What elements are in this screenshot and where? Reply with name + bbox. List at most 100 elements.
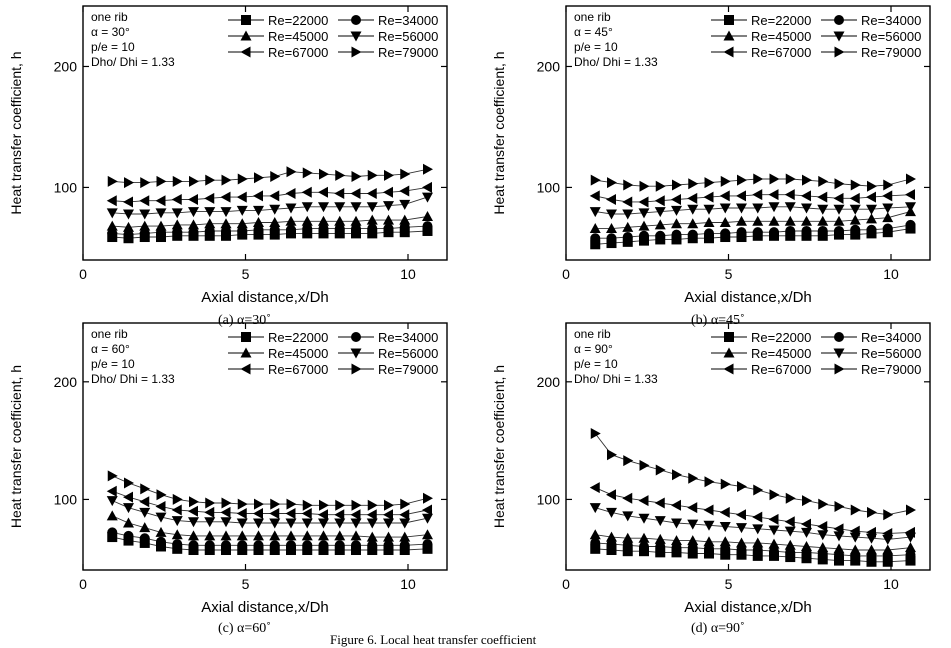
data-point [784,526,796,537]
data-point [834,500,845,512]
data-point [107,228,118,239]
data-point [703,191,714,203]
x-axis-label: Axial distance,x/Dh [684,289,812,306]
data-point [719,506,730,518]
data-point [736,523,747,534]
data-point [623,455,634,467]
data-point [833,531,845,542]
data-point [606,545,617,556]
data-point [882,212,894,223]
annotation-line: p/e = 10 [574,40,618,54]
data-point [607,177,617,189]
data-point [622,209,634,220]
data-point [671,518,682,529]
data-point [301,215,313,226]
data-point [236,218,248,229]
data-point [107,527,118,538]
data-point [866,204,877,215]
data-point [866,224,877,235]
data-point [351,171,362,183]
data-point [671,229,682,240]
data-point [607,449,617,461]
data-point [882,528,893,540]
x-tick-label: 5 [725,266,733,282]
legend-marker [351,15,361,25]
data-point [752,545,763,556]
legend-label: Re=79000 [378,362,438,377]
data-point [622,196,633,208]
data-point [269,508,280,520]
data-point [849,525,860,537]
data-point [687,542,698,553]
data-point [589,503,601,514]
data-point [752,215,764,226]
data-point [638,220,650,231]
data-point [753,173,764,185]
data-point [285,518,297,529]
data-point [383,518,394,529]
data-point [188,207,199,218]
data-point [422,181,432,193]
data-point [784,202,796,213]
data-point [423,163,433,175]
data-point [366,518,378,529]
data-point [319,499,329,511]
data-point [205,174,216,186]
legend-marker [834,363,845,375]
data-point [253,518,264,529]
annotation-line: one rib [91,10,128,24]
data-point [801,190,811,202]
data-point [220,218,232,229]
data-point [606,194,616,206]
legend-marker [240,30,252,41]
data-point [905,555,916,566]
data-point [383,201,394,212]
data-point [752,189,763,201]
legend-marker [351,332,361,342]
data-point [400,168,411,180]
data-point [384,169,394,181]
data-point [703,520,715,531]
data-point [139,195,150,207]
data-point [785,547,796,558]
data-point [850,224,861,235]
data-point [704,543,714,554]
data-point [188,517,199,528]
data-point [188,540,199,551]
data-point [399,185,410,197]
data-point [422,529,433,540]
data-point [736,545,747,556]
data-point [688,472,699,484]
data-point [768,538,780,549]
data-point [784,215,796,226]
data-point [318,215,329,226]
data-point [736,227,747,238]
data-point [590,428,601,440]
data-point [422,210,433,221]
data-point [253,540,264,551]
data-point [768,189,779,201]
data-point [367,499,378,511]
legend-label: Re=45000 [268,346,328,361]
legend-marker [834,46,845,58]
caption-b: (b) α=45˚ [691,313,745,328]
data-point [236,518,248,529]
data-point [768,215,780,226]
x-axis-label: Axial distance,x/Dh [684,599,812,616]
data-point [866,213,877,224]
data-point [834,178,845,190]
data-point [237,225,248,236]
data-point [334,518,346,529]
data-point [671,205,682,216]
legend-marker [724,332,734,342]
data-point [833,523,844,535]
data-point [817,542,829,553]
data-point [156,536,166,547]
data-point [139,533,150,544]
data-point [188,194,198,206]
data-point [589,207,601,218]
data-point [220,530,232,541]
data-point [221,225,231,236]
data-point [302,540,313,551]
data-point [882,223,893,234]
